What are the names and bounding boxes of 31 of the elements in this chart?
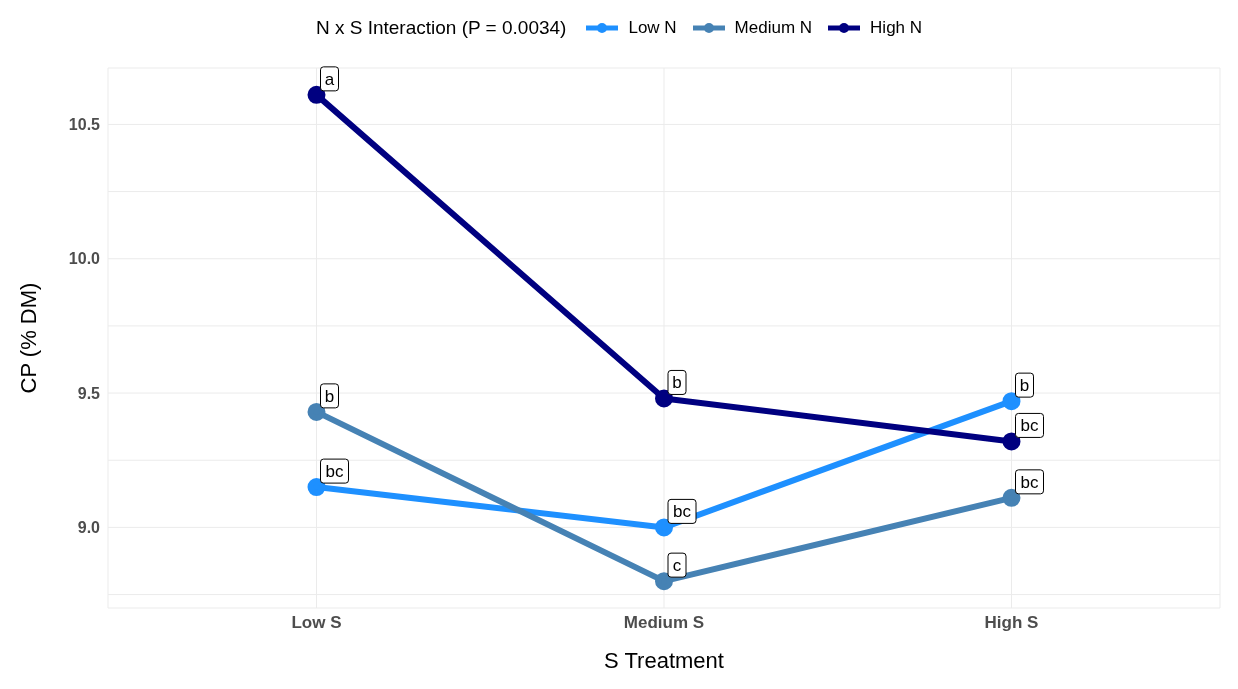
annotation: bc bbox=[1020, 472, 1039, 492]
legend-label: High N bbox=[869, 18, 923, 38]
x-tick-label: High S bbox=[984, 613, 1039, 633]
x-tick-label: Medium S bbox=[623, 613, 705, 633]
point bbox=[1002, 488, 1021, 507]
y-tick-label: 10.0 bbox=[68, 250, 101, 268]
y-axis-title: CP (% DM) bbox=[15, 282, 41, 394]
point bbox=[655, 518, 673, 537]
annotation: b bbox=[1019, 376, 1030, 396]
annotation: b bbox=[672, 373, 682, 393]
annotation: bc bbox=[325, 462, 344, 482]
point bbox=[1002, 432, 1021, 451]
point bbox=[307, 478, 326, 497]
point bbox=[307, 402, 326, 421]
point bbox=[655, 572, 673, 591]
legend-title: N x S Interaction (P = 0.0034) bbox=[315, 17, 567, 39]
y-tick-label: 9.0 bbox=[77, 519, 101, 537]
annotation: b bbox=[324, 386, 335, 406]
annotation: bc bbox=[1020, 416, 1039, 436]
legend-label: Medium N bbox=[733, 18, 813, 38]
legend-label: Low N bbox=[627, 18, 677, 38]
annotation: bc bbox=[673, 502, 692, 522]
x-tick-label: Low S bbox=[291, 613, 342, 633]
annotation: c bbox=[672, 556, 682, 576]
x-axis-title: S Treatment bbox=[604, 648, 724, 673]
y-tick-label: 10.5 bbox=[68, 116, 101, 134]
point bbox=[655, 389, 673, 408]
y-tick-label: 9.5 bbox=[77, 384, 101, 402]
point bbox=[307, 85, 326, 104]
point bbox=[1002, 392, 1021, 411]
annotation: a bbox=[324, 69, 335, 89]
